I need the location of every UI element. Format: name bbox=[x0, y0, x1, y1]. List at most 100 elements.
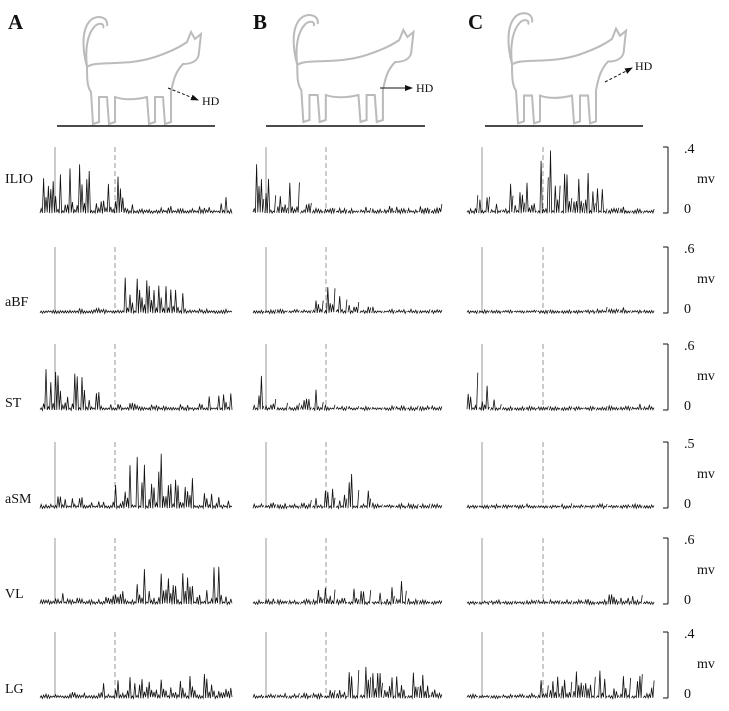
emg-trace bbox=[195, 493, 209, 510]
emg-trace bbox=[418, 206, 431, 216]
emg-trace bbox=[478, 694, 490, 699]
scale-label: .4 bbox=[684, 142, 695, 157]
emg-trace bbox=[607, 404, 620, 412]
emg-trace bbox=[195, 673, 209, 700]
direction-label: HD bbox=[202, 94, 220, 108]
emg-trace bbox=[207, 566, 221, 605]
emg-trace bbox=[501, 693, 514, 699]
emg-trace bbox=[359, 206, 372, 215]
emg-trace bbox=[383, 308, 395, 315]
emg-trace bbox=[407, 308, 419, 315]
emg-trace bbox=[525, 182, 537, 213]
emg-trace bbox=[312, 389, 324, 412]
emg-trace bbox=[123, 402, 137, 412]
emg-trace bbox=[111, 176, 125, 214]
emg-trace bbox=[39, 178, 53, 214]
emg-trace bbox=[560, 503, 573, 510]
emg-trace bbox=[219, 500, 233, 510]
emg-trace bbox=[407, 502, 419, 510]
emg-trace bbox=[51, 371, 65, 411]
emg-trace bbox=[147, 590, 161, 606]
emg-trace bbox=[276, 308, 288, 315]
emg-trace bbox=[525, 309, 537, 314]
emg-trace bbox=[123, 597, 137, 606]
emg-trace bbox=[219, 308, 233, 315]
emg-trace bbox=[513, 600, 526, 606]
emg-trace bbox=[466, 600, 479, 606]
emg-trace bbox=[395, 676, 407, 700]
cat-c bbox=[507, 12, 628, 125]
emg-trace bbox=[75, 597, 89, 605]
emg-trace bbox=[276, 598, 288, 606]
emg-trace bbox=[183, 478, 197, 510]
emg-trace bbox=[252, 598, 265, 606]
emg-trace bbox=[288, 403, 300, 412]
emg-trace bbox=[548, 676, 561, 699]
emg-trace bbox=[288, 599, 300, 605]
emg-trace bbox=[207, 684, 221, 700]
emg-trace bbox=[395, 308, 407, 315]
scale-label: .5 bbox=[684, 437, 695, 452]
emg-trace bbox=[466, 692, 479, 700]
emg-trace bbox=[159, 453, 173, 509]
emg-trace bbox=[195, 590, 209, 606]
muscle-label: ILIO bbox=[5, 172, 33, 187]
emg-trace bbox=[595, 188, 608, 215]
emg-trace bbox=[312, 589, 324, 606]
emg-trace bbox=[323, 404, 336, 412]
emg-trace bbox=[147, 208, 161, 215]
emg-trace bbox=[312, 206, 324, 215]
emg-trace bbox=[595, 406, 608, 412]
emg-trace bbox=[642, 504, 655, 510]
emg-trace bbox=[39, 503, 53, 510]
scale-label: 0 bbox=[684, 202, 691, 217]
emg-trace bbox=[147, 285, 161, 314]
emg-trace bbox=[312, 498, 324, 510]
cat-b bbox=[292, 14, 415, 124]
panel-label: A bbox=[8, 10, 24, 34]
emg-trace bbox=[572, 598, 584, 605]
emg-trace bbox=[513, 504, 526, 510]
emg-trace bbox=[288, 308, 300, 314]
emg-trace bbox=[572, 309, 584, 315]
unit-label: mv bbox=[697, 272, 715, 287]
emg-trace bbox=[207, 493, 221, 510]
emg-trace bbox=[430, 502, 443, 510]
emg-trace bbox=[572, 503, 584, 509]
emg-trace bbox=[466, 504, 479, 510]
emg-trace bbox=[371, 207, 383, 215]
emg-trace bbox=[323, 689, 336, 699]
emg-trace bbox=[407, 405, 419, 412]
arrow bbox=[167, 87, 199, 101]
emg-trace bbox=[383, 587, 395, 606]
emg-trace bbox=[87, 392, 101, 411]
emg-trace bbox=[219, 197, 233, 215]
emg-trace bbox=[478, 385, 490, 412]
emg-trace bbox=[171, 404, 185, 412]
emg-trace bbox=[335, 689, 348, 700]
emg-trace bbox=[99, 596, 113, 606]
emg-trace bbox=[171, 680, 185, 700]
unit-label: mv bbox=[697, 657, 715, 672]
emg-trace bbox=[490, 694, 502, 700]
emg-trace bbox=[359, 590, 372, 606]
emg-trace bbox=[111, 591, 125, 605]
emg-trace bbox=[560, 173, 573, 215]
emg-trace bbox=[87, 306, 101, 315]
emg-trace bbox=[466, 372, 479, 411]
emg-trace bbox=[335, 494, 348, 510]
emg-trace bbox=[99, 501, 113, 510]
emg-trace bbox=[548, 504, 561, 510]
emg-trace bbox=[607, 688, 620, 700]
emg-trace bbox=[335, 405, 348, 412]
emg-trace bbox=[300, 309, 312, 314]
muscle-label: ST bbox=[5, 396, 22, 411]
emg-trace bbox=[51, 496, 65, 510]
emg-trace bbox=[430, 308, 443, 315]
emg-trace bbox=[418, 598, 431, 606]
emg-trace bbox=[537, 309, 549, 315]
emg-trace bbox=[51, 693, 65, 699]
emg-trace bbox=[548, 598, 561, 605]
emg-trace bbox=[560, 679, 573, 699]
emg-trace bbox=[323, 587, 336, 605]
